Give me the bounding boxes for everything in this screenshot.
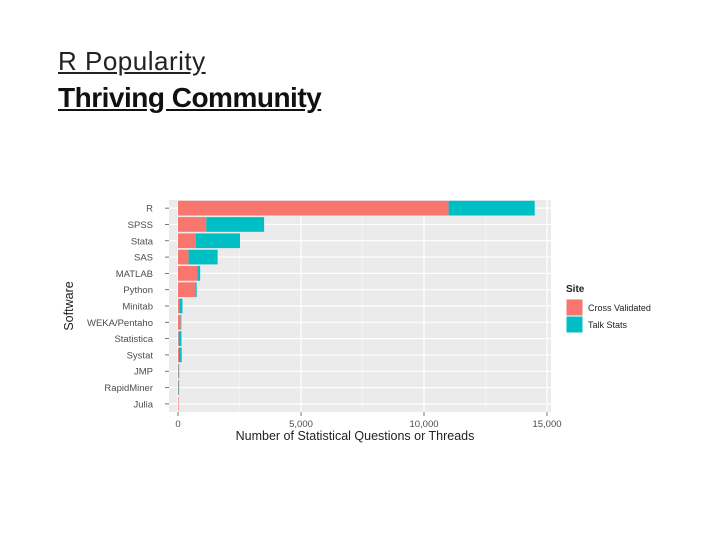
- y-tick-label: Stata: [131, 236, 154, 247]
- bar-cross-validated: [178, 314, 181, 330]
- y-tick-label: Systat: [127, 350, 154, 361]
- bar-talk-stats: [197, 266, 201, 281]
- bar-cross-validated: [178, 363, 179, 379]
- bar-talk-stats: [206, 217, 265, 232]
- legend-key: [565, 315, 584, 334]
- bar-talk-stats: [180, 314, 182, 330]
- legend-label: Cross Validated: [588, 303, 651, 313]
- slide-subtitle: Thriving Community: [58, 82, 322, 113]
- y-tick-label: JMP: [134, 367, 153, 378]
- bar-cross-validated: [178, 266, 198, 281]
- bar-talk-stats: [448, 200, 535, 216]
- legend-title: Site: [566, 284, 585, 295]
- y-tick-label: MATLAB: [116, 269, 153, 280]
- x-axis: 0 5,000 10,000 15,000: [175, 412, 562, 430]
- y-axis: R SPSS Stata SAS MATLAB Python Minitab WEKA/Pen…: [87, 204, 169, 410]
- x-axis-label: Number of Statistical Questions or Threa…: [236, 429, 475, 443]
- y-tick-label: R: [146, 204, 153, 215]
- bar-cross-validated: [178, 380, 179, 395]
- bar-cross-validated: [178, 233, 196, 249]
- x-tick-label: 0: [175, 419, 180, 430]
- y-tick-label: Minitab: [122, 302, 153, 313]
- bar-cross-validated: [178, 217, 207, 232]
- bar-cross-validated: [178, 200, 449, 216]
- bar-talk-stats: [188, 249, 218, 265]
- x-tick-label: 10,000: [409, 419, 438, 430]
- y-axis-label: Software: [62, 281, 76, 330]
- bar-cross-validated: [178, 347, 179, 363]
- bar-cross-validated: [178, 282, 196, 298]
- y-tick-label: SAS: [134, 253, 153, 264]
- bar-talk-stats: [195, 282, 197, 298]
- bar-talk-stats: [178, 347, 182, 363]
- legend: Site Cross Validated Talk Stats: [565, 284, 651, 334]
- y-tick-label: SPSS: [128, 220, 153, 231]
- y-tick-label: Python: [123, 285, 153, 296]
- bar-cross-validated: [178, 249, 189, 265]
- bar-talk-stats: [178, 380, 180, 395]
- y-tick-label: Statistica: [114, 334, 153, 345]
- bar-cross-validated: [178, 298, 180, 314]
- y-tick-label: RapidMiner: [104, 383, 153, 394]
- bar-cross-validated: [178, 396, 179, 412]
- legend-label: Talk Stats: [588, 320, 628, 330]
- bars: [178, 200, 535, 412]
- x-tick-label: 5,000: [289, 419, 313, 430]
- slide-title: R Popularity: [58, 46, 206, 76]
- bar-talk-stats: [178, 363, 180, 379]
- bar-talk-stats: [195, 233, 240, 249]
- bar-talk-stats: [179, 298, 183, 314]
- legend-key: [565, 298, 584, 317]
- y-tick-label: WEKA/Pentaho: [87, 318, 153, 329]
- bar-talk-stats: [178, 331, 182, 346]
- y-tick-label: Julia: [133, 399, 153, 410]
- bar-cross-validated: [178, 331, 179, 346]
- x-tick-label: 15,000: [532, 419, 561, 430]
